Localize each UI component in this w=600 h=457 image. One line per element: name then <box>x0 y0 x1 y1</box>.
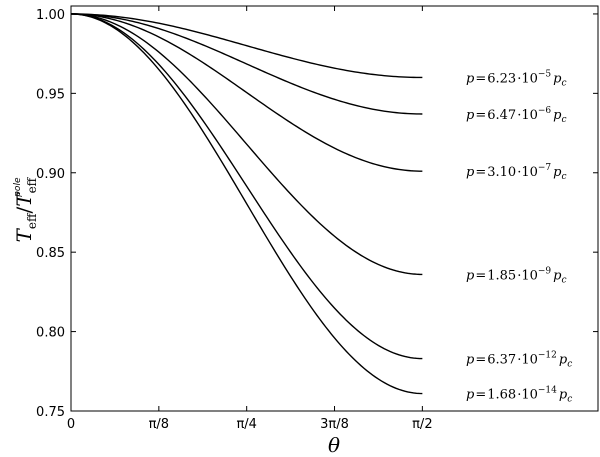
y-tick-label: 0.90 <box>36 167 65 182</box>
x-axis-title: θ <box>328 433 340 457</box>
series-label: p=1.85·10−9 pc <box>466 266 567 285</box>
plot-frame <box>70 5 599 412</box>
x-tick-label: 0 <box>67 417 75 432</box>
svg-text:Teff/Teffpole: Teff/Teffpole <box>12 176 39 242</box>
y-title-sub-num: eff <box>25 212 39 229</box>
y-title-slash: / <box>12 207 36 214</box>
y-tick-label: 0.95 <box>36 87 65 102</box>
y-ticks: 0.75 0.80 0.85 0.90 0.95 1.00 <box>36 8 598 420</box>
y-title-sup-den: pole <box>13 177 23 198</box>
y-tick-label: 0.75 <box>36 405 65 420</box>
series-line <box>70 13 423 115</box>
series-label: p=6.47·10−6 pc <box>466 106 567 125</box>
series-line <box>70 13 423 395</box>
x-tick-label: 3π/8 <box>320 417 349 432</box>
y-title-main2: T <box>12 192 36 207</box>
y-tick-label: 0.80 <box>36 326 65 341</box>
series-label: p=6.23·10−5 pc <box>466 69 567 88</box>
series-label: p=1.68·10−14 pc <box>466 386 572 405</box>
series-line <box>70 13 423 360</box>
x-ticks: 0 π/8 π/4 3π/8 π/2 <box>67 6 433 432</box>
y-axis-title: Teff/Teffpole <box>12 176 39 242</box>
series-line <box>70 13 423 172</box>
series-labels: p=6.23·10−5 pc p=6.47·10−6 pc p=3.10·10−7 pc p… <box>466 69 572 404</box>
series-line <box>70 13 423 276</box>
x-tick-label: π/4 <box>236 417 256 432</box>
y-tick-label: 1.00 <box>36 8 65 23</box>
y-title-main: T <box>12 227 36 242</box>
y-title-sub-den: eff <box>25 176 39 193</box>
series-line <box>70 13 423 79</box>
x-tick-label: π/8 <box>149 417 169 432</box>
series-label: p=3.10·10−7 pc <box>466 163 567 182</box>
series-group <box>70 13 423 395</box>
y-tick-label: 0.85 <box>36 246 65 261</box>
x-tick-label: π/2 <box>412 417 432 432</box>
series-label: p=6.37·10−12 pc <box>466 351 572 370</box>
